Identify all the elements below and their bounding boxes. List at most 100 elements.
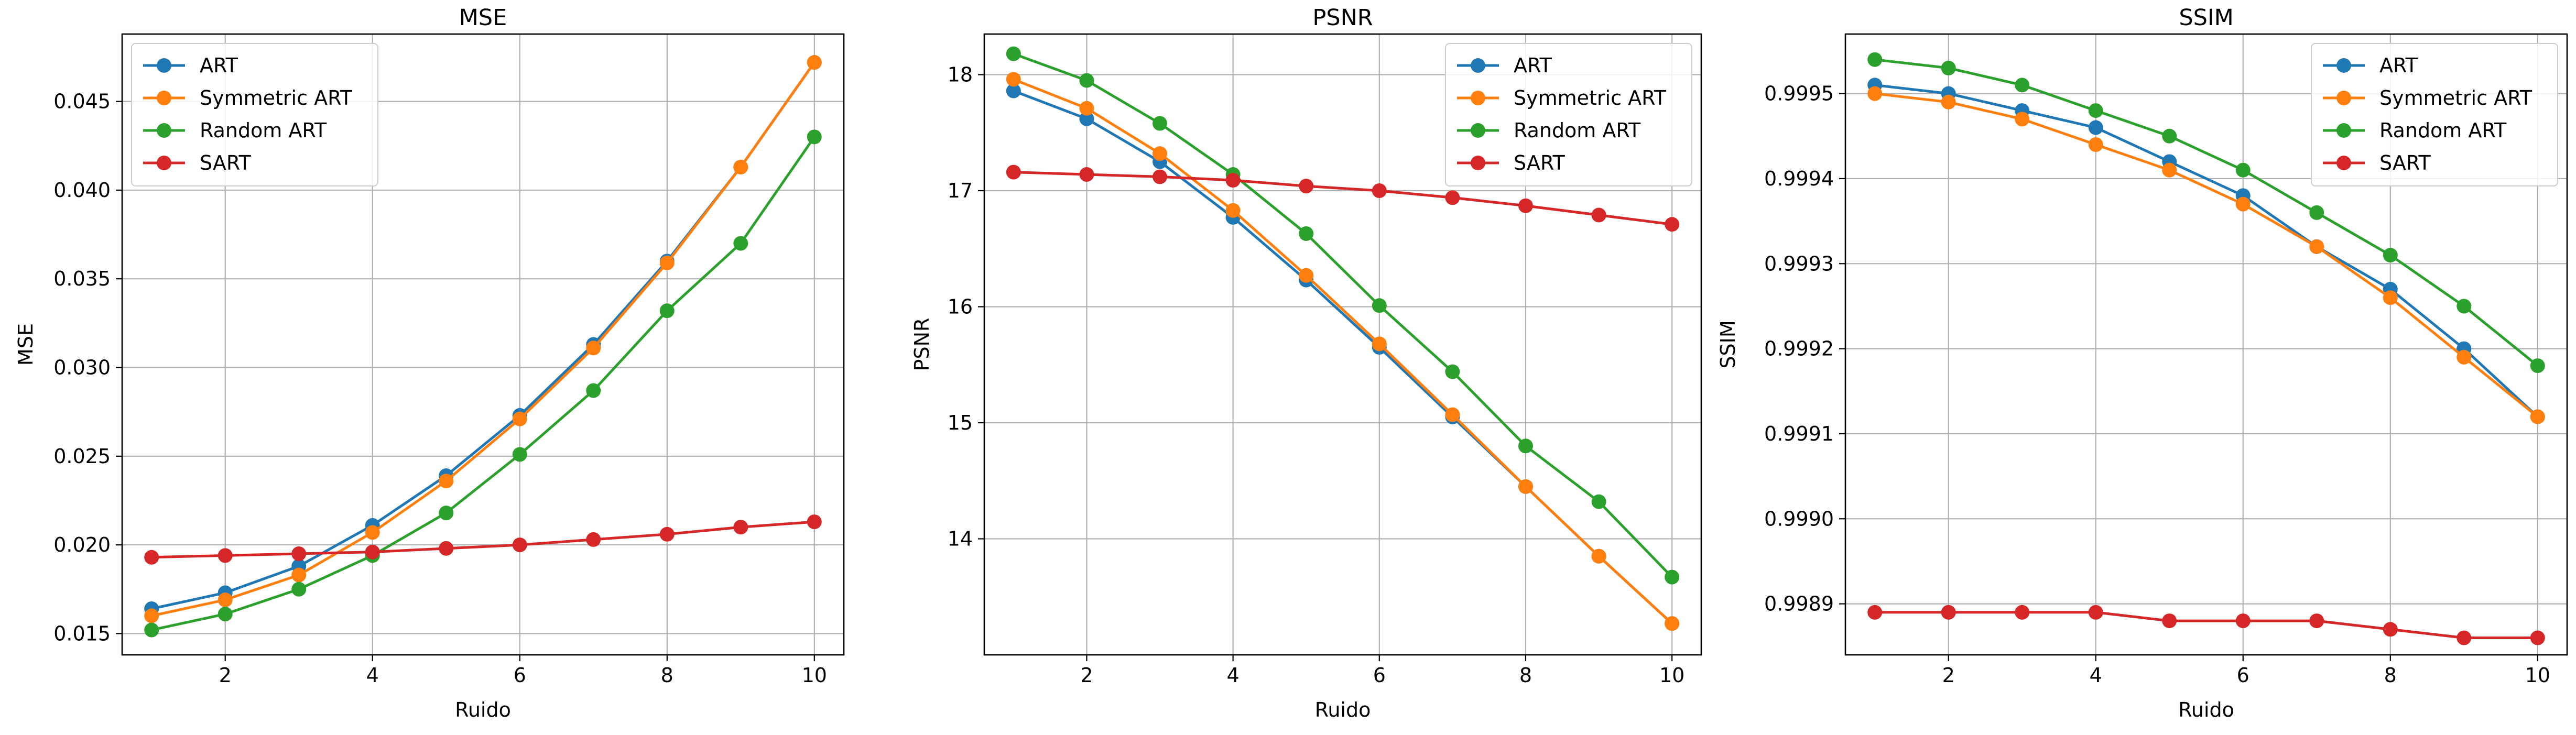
mse-legend-label-sart: SART xyxy=(200,151,251,174)
ssim-legend: ART Symmetric ART Random ART SART xyxy=(2311,43,2558,187)
psnr-legend-marker-symmetric-art xyxy=(1471,91,1485,105)
ssim-point-symmetric-art xyxy=(2457,349,2472,365)
mse-legend-label-art: ART xyxy=(200,54,238,77)
psnr-series-sart xyxy=(1006,164,1680,232)
ssim-point-symmetric-art xyxy=(2235,196,2251,212)
ssim-y-tick-label: 0.9993 xyxy=(1764,252,1834,275)
ssim-point-symmetric-art xyxy=(1867,86,1883,101)
psnr-legend-label-sart: SART xyxy=(1514,151,1565,174)
mse-panel: MSE Ruido MSE 2 4 6 8 10 0.015 0.020 0.025 0.030… xyxy=(14,5,845,721)
psnr-point-random-art xyxy=(1445,364,1460,379)
ssim-legend-box xyxy=(2311,43,2558,187)
mse-point-random-art xyxy=(144,622,159,638)
psnr-point-symmetric-art xyxy=(1299,268,1314,283)
ssim-legend-marker-art xyxy=(2336,58,2351,73)
ssim-point-sart xyxy=(2235,613,2251,629)
mse-legend-marker-sart xyxy=(157,156,171,170)
psnr-point-random-art xyxy=(1079,73,1094,88)
mse-point-sart xyxy=(218,548,233,563)
psnr-x-tick-label: 4 xyxy=(1227,664,1240,687)
ssim-x-tick-label: 4 xyxy=(2090,664,2102,687)
psnr-point-symmetric-art xyxy=(1079,101,1094,116)
psnr-x-tick-label: 10 xyxy=(1659,664,1684,687)
ssim-point-symmetric-art xyxy=(2383,290,2398,305)
ssim-point-symmetric-art xyxy=(1941,94,1956,109)
ssim-legend-marker-symmetric-art xyxy=(2336,91,2351,105)
ssim-panel-x-axis-label: Ruido xyxy=(2178,698,2234,721)
psnr-legend-marker-sart xyxy=(1471,156,1485,170)
mse-point-random-art xyxy=(586,383,601,398)
ssim-point-random-art xyxy=(2457,299,2472,314)
psnr-legend-marker-art xyxy=(1471,58,1485,73)
ssim-point-sart xyxy=(1941,605,1956,620)
mse-point-sart xyxy=(512,537,527,553)
ssim-point-random-art xyxy=(2088,103,2103,118)
psnr-point-sart xyxy=(1518,198,1533,213)
mse-point-sart xyxy=(733,520,748,535)
ssim-point-art xyxy=(2088,120,2103,135)
mse-x-tick-label: 4 xyxy=(366,664,379,687)
psnr-x-tick-label: 8 xyxy=(1519,664,1532,687)
mse-legend-label-symmetric-art: Symmetric ART xyxy=(200,86,353,109)
psnr-point-sart xyxy=(1591,207,1606,223)
ssim-x-tick-label: 8 xyxy=(2384,664,2397,687)
mse-y-tick-label: 0.020 xyxy=(53,533,111,556)
ssim-line-art xyxy=(1874,83,2539,418)
mse-y-tick-label: 0.030 xyxy=(53,356,111,379)
psnr-point-sart xyxy=(1006,164,1021,180)
psnr-point-random-art xyxy=(1518,438,1533,454)
mse-point-symmetric-art xyxy=(365,525,380,540)
psnr-point-sart xyxy=(1153,169,1168,184)
psnr-legend-box xyxy=(1445,43,1692,187)
mse-point-symmetric-art xyxy=(291,567,307,583)
mse-x-tick-label: 8 xyxy=(661,664,673,687)
psnr-legend-label-random-art: Random ART xyxy=(1514,119,1641,142)
psnr-point-random-art xyxy=(1372,298,1387,313)
psnr-gridlines xyxy=(984,34,1701,655)
mse-point-random-art xyxy=(807,129,822,145)
mse-axes-frame xyxy=(121,33,845,656)
psnr-series-random-art xyxy=(1006,46,1680,585)
ssim-point-random-art xyxy=(2383,248,2398,263)
mse-point-symmetric-art xyxy=(218,593,233,608)
psnr-panel-y-axis-label: PSNR xyxy=(910,318,933,371)
mse-point-sart xyxy=(365,544,380,560)
mse-panel-y-axis-label: MSE xyxy=(14,323,37,366)
ssim-panel-title: SSIM xyxy=(2179,5,2233,31)
ssim-point-random-art xyxy=(2309,205,2324,220)
psnr-point-art xyxy=(1006,83,1021,98)
ssim-line-random-art xyxy=(1874,58,2539,367)
psnr-legend-marker-random-art xyxy=(1471,123,1485,138)
mse-point-sart xyxy=(144,550,159,565)
mse-point-random-art xyxy=(439,506,454,521)
mse-point-sart xyxy=(586,532,601,547)
mse-point-symmetric-art xyxy=(512,411,527,426)
mse-x-tick-label: 6 xyxy=(514,664,526,687)
ssim-series-random-art xyxy=(1867,52,2545,374)
psnr-y-tick-label: 18 xyxy=(948,63,973,86)
mse-line-sart xyxy=(151,520,814,559)
mse-legend-marker-random-art xyxy=(157,123,171,138)
psnr-line-random-art xyxy=(1013,52,1673,578)
ssim-y-tick-label: 0.9992 xyxy=(1764,337,1834,360)
ssim-panel-y-axis-label: SSIM xyxy=(1716,320,1740,368)
psnr-y-tick-label: 16 xyxy=(948,295,973,319)
psnr-panel-x-axis-label: Ruido xyxy=(1315,698,1371,721)
ssim-point-symmetric-art xyxy=(2530,409,2545,424)
mse-legend-marker-art xyxy=(157,58,171,73)
psnr-series-symmetric-art xyxy=(1006,72,1680,631)
ssim-point-random-art xyxy=(1941,60,1956,75)
ssim-y-tick-label: 0.9994 xyxy=(1764,167,1834,190)
mse-line-random-art xyxy=(151,136,816,632)
mse-point-sart xyxy=(807,514,822,530)
psnr-point-sart xyxy=(1372,183,1387,199)
mse-point-random-art xyxy=(512,447,527,462)
ssim-point-random-art xyxy=(2530,358,2545,374)
psnr-point-sart xyxy=(1299,179,1314,194)
ssim-y-tick-label: 0.9995 xyxy=(1764,82,1834,105)
mse-y-tick-label: 0.040 xyxy=(53,179,111,202)
mse-point-random-art xyxy=(291,582,307,597)
ssim-legend-label-symmetric-art: Symmetric ART xyxy=(2379,86,2532,109)
ssim-point-sart xyxy=(2457,630,2472,645)
